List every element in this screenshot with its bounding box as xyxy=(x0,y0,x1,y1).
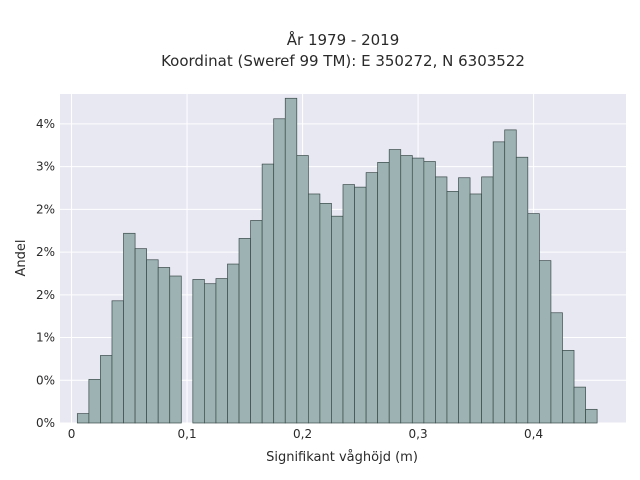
histogram-bar xyxy=(331,215,344,424)
histogram-bar xyxy=(492,141,506,424)
histogram-bar xyxy=(204,283,217,424)
y-tick-label: 4% xyxy=(36,117,55,131)
y-tick-label: 2% xyxy=(36,202,55,216)
histogram-bar xyxy=(273,118,286,424)
histogram-bar xyxy=(157,267,171,424)
histogram-bar xyxy=(215,278,228,424)
y-tick-label: 0% xyxy=(36,416,55,430)
histogram-bar xyxy=(134,248,147,424)
histogram-bar xyxy=(250,220,263,424)
histogram-bar xyxy=(562,350,575,424)
histogram-bar xyxy=(88,379,101,424)
histogram-bar xyxy=(446,191,459,424)
histogram-bar xyxy=(169,275,182,424)
histogram-bar xyxy=(585,408,598,424)
histogram-bar xyxy=(377,162,390,424)
histogram-bar xyxy=(296,155,309,424)
histogram-bar xyxy=(192,279,205,424)
histogram-bar xyxy=(435,176,448,424)
x-tick-label: 0,3 xyxy=(409,427,428,441)
chart-title-line-1: År 1979 - 2019 xyxy=(287,30,400,49)
histogram-bar xyxy=(111,300,124,424)
x-tick-label: 0,4 xyxy=(524,427,543,441)
histogram-bar xyxy=(365,172,379,424)
bars xyxy=(76,97,598,424)
histogram-bar xyxy=(400,155,413,424)
histogram-bar xyxy=(469,193,482,424)
x-axis-title: Signifikant våghöjd (m) xyxy=(266,450,418,465)
y-tick-label: 3% xyxy=(36,160,55,174)
histogram-bar xyxy=(539,260,552,424)
histogram-bar xyxy=(227,263,240,424)
x-tick-label: 0,1 xyxy=(178,427,197,441)
y-tick-label: 2% xyxy=(36,288,55,302)
histogram-bar xyxy=(123,232,136,424)
histogram-bar xyxy=(76,413,90,424)
chart-title-line-2: Koordinat (Sweref 99 TM): E 350272, N 63… xyxy=(161,52,525,70)
histogram-bar xyxy=(388,149,402,424)
histogram-bar xyxy=(146,259,159,424)
x-tick-label: 0,2 xyxy=(293,427,312,441)
histogram-bar xyxy=(573,386,586,424)
histogram-bar xyxy=(238,238,251,424)
y-tick-label: 0% xyxy=(36,373,55,387)
histogram-bar xyxy=(458,177,471,424)
histogram-bar xyxy=(354,186,367,424)
histogram-bar xyxy=(481,176,494,424)
y-tick-label: 2% xyxy=(36,245,55,259)
histogram-bar xyxy=(342,184,355,424)
histogram-bar xyxy=(504,129,517,424)
histogram-bar xyxy=(423,161,436,424)
histogram-bar xyxy=(527,213,540,424)
x-axis-ticks: 0 0,1 0,2 0,3 0,4 xyxy=(68,427,543,441)
y-axis-title: Andel xyxy=(14,240,29,277)
histogram-bar xyxy=(307,193,321,424)
histogram-bar xyxy=(319,203,332,424)
y-tick-label: 1% xyxy=(36,331,55,345)
histogram-bar xyxy=(100,355,113,424)
histogram-bar xyxy=(515,156,529,424)
histogram-bar xyxy=(261,163,275,424)
y-axis-ticks: 0% 0% 1% 2% 2% 2% 3% 4% xyxy=(36,117,55,430)
histogram-bar xyxy=(411,157,425,424)
histogram-bar xyxy=(550,312,563,424)
x-tick-label: 0 xyxy=(68,427,76,441)
histogram-bar xyxy=(284,97,298,424)
